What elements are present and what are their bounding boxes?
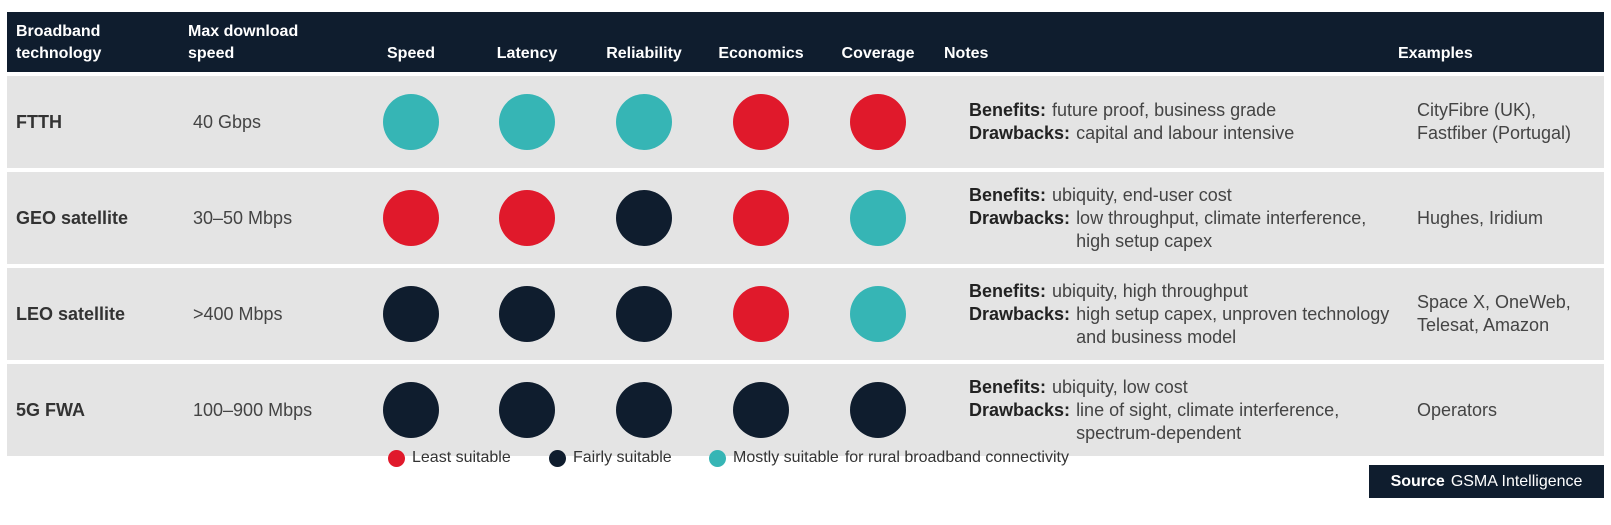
drawbacks-text: low throughput, climate interference, hi… [1076, 207, 1367, 251]
benefits-text: ubiquity, high throughput [1052, 280, 1248, 301]
header-notes: Notes [944, 45, 989, 62]
drawbacks-text: line of sight, climate interference, spe… [1076, 399, 1340, 443]
header-technology: Broadband technology [16, 23, 102, 62]
notes-cell: Benefits: ubiquity, low cost Drawbacks: li… [969, 364, 1396, 456]
speed-rating-dot [383, 190, 439, 246]
latency-rating-dot [499, 190, 555, 246]
comparison-table: Broadband technology Max download speed … [7, 12, 1604, 456]
drawbacks-label: Drawbacks: [969, 123, 1071, 143]
reliability-rating-dot [616, 190, 672, 246]
header-examples: Examples [1398, 45, 1473, 62]
table-row: FTTH 40 Gbps Benefits: future proof, busin… [7, 76, 1604, 168]
benefits-text: ubiquity, low cost [1052, 376, 1188, 397]
benefits-label: Benefits: [969, 376, 1047, 397]
header-reliability: Reliability [606, 45, 682, 62]
reliability-rating-dot [616, 286, 672, 342]
benefits-text: ubiquity, end-user cost [1052, 184, 1232, 205]
latency-rating-dot [499, 94, 555, 150]
table-row: GEO satellite 30–50 Mbps Benefits: ubiquit… [7, 172, 1604, 264]
speed-rating-dot [383, 94, 439, 150]
table-header: Broadband technology Max download speed … [7, 12, 1604, 72]
legend-mostly-label: Mostly suitable [733, 449, 839, 466]
legend-least-dot [388, 449, 405, 467]
legend-least: Least suitable [388, 447, 511, 469]
table-row: 5G FWA 100–900 Mbps Benefits: ubiquity, lo… [7, 364, 1604, 456]
coverage-rating-dot [850, 94, 906, 150]
benefits-label: Benefits: [969, 100, 1047, 120]
coverage-rating-dot [850, 190, 906, 246]
max-speed-value: 100–900 Mbps [193, 399, 313, 420]
technology-name: LEO satellite [16, 303, 126, 324]
header-coverage: Coverage [841, 45, 915, 62]
table-row: LEO satellite >400 Mbps Benefits: ubiquity… [7, 268, 1604, 360]
benefits-text: future proof, business grade [1052, 100, 1277, 120]
technology-name: 5G FWA [16, 399, 86, 420]
legend-fairly: Fairly suitable [549, 447, 672, 469]
drawbacks-label: Drawbacks: [969, 303, 1071, 324]
source-label: Source [1390, 472, 1445, 490]
speed-rating-dot [383, 286, 439, 342]
economics-rating-dot [733, 286, 789, 342]
notes-cell: Benefits: future proof, business grade Dr… [969, 76, 1396, 168]
header-speed: Speed [386, 45, 436, 62]
legend-mostly-dot [709, 449, 726, 467]
header-latency: Latency [496, 45, 558, 62]
table-body: FTTH 40 Gbps Benefits: future proof, busin… [7, 76, 1604, 456]
speed-rating-dot [383, 382, 439, 438]
drawbacks-label: Drawbacks: [969, 399, 1071, 420]
source-name: GSMA Intelligence [1450, 472, 1583, 490]
legend-mostly: Mostly suitable for rural broadband conn… [709, 447, 1069, 469]
notes-cell: Benefits: ubiquity, end-user cost Drawbac… [969, 172, 1396, 264]
technology-name: FTTH [16, 111, 62, 132]
examples-cell: CityFibre (UK), Fastfiber (Portugal) [1417, 100, 1572, 143]
legend-least-label: Least suitable [412, 449, 511, 466]
coverage-rating-dot [850, 382, 906, 438]
drawbacks-text: capital and labour intensive [1076, 123, 1295, 143]
examples-cell: Space X, OneWeb, Telesat, Amazon [1417, 292, 1571, 335]
reliability-rating-dot [616, 382, 672, 438]
max-speed-value: 30–50 Mbps [193, 207, 293, 228]
economics-rating-dot [733, 94, 789, 150]
economics-rating-dot [733, 382, 789, 438]
header-economics: Economics [718, 45, 804, 62]
latency-rating-dot [499, 286, 555, 342]
drawbacks-text: high setup capex, unproven technology an… [1076, 303, 1390, 347]
benefits-label: Benefits: [969, 280, 1047, 301]
legend: Least suitable Fairly suitable Mostly su… [0, 447, 1611, 469]
drawbacks-label: Drawbacks: [969, 207, 1071, 228]
coverage-rating-dot [850, 286, 906, 342]
legend-suffix: for rural broadband connectivity [844, 449, 1069, 466]
header-max-speed: Max download speed [188, 23, 299, 62]
benefits-label: Benefits: [969, 184, 1047, 205]
economics-rating-dot [733, 190, 789, 246]
legend-fairly-label: Fairly suitable [573, 449, 672, 466]
max-speed-value: 40 Gbps [193, 111, 262, 132]
legend-fairly-dot [549, 449, 566, 467]
examples-cell: Hughes, Iridium [1417, 207, 1544, 228]
reliability-rating-dot [616, 94, 672, 150]
source-badge: Source GSMA Intelligence [1369, 465, 1604, 498]
examples-cell: Operators [1417, 399, 1498, 420]
technology-name: GEO satellite [16, 207, 129, 228]
notes-cell: Benefits: ubiquity, high throughput Drawb… [969, 268, 1396, 360]
latency-rating-dot [499, 382, 555, 438]
max-speed-value: >400 Mbps [193, 303, 283, 324]
